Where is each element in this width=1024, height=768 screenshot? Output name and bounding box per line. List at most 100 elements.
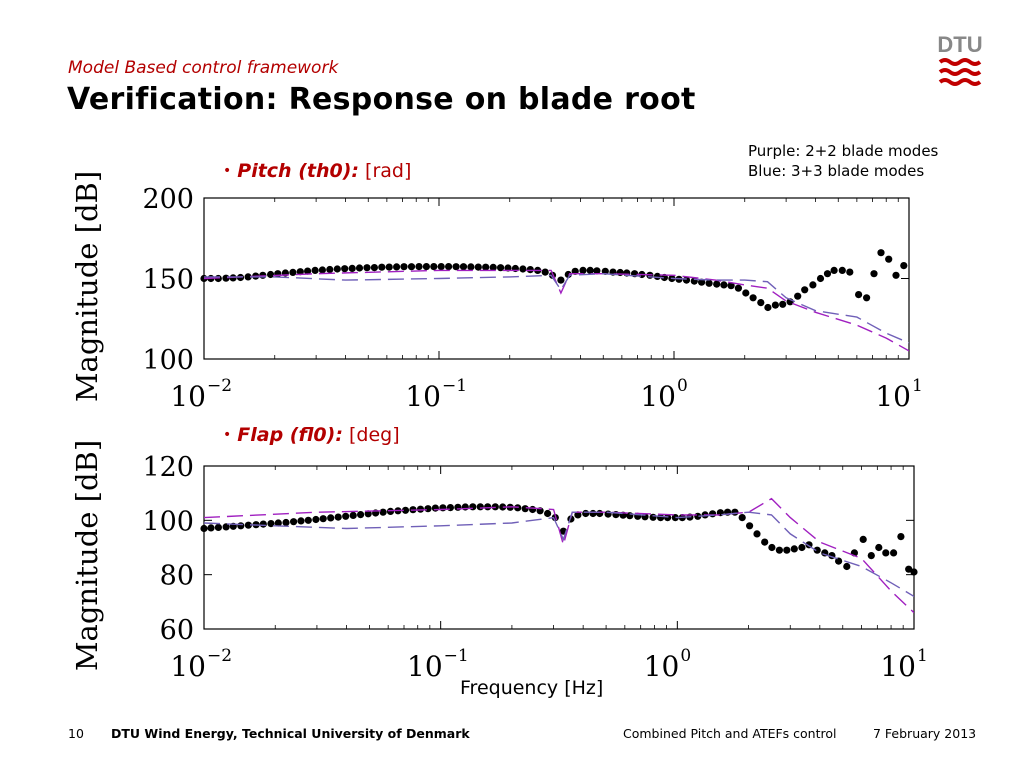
data-point — [334, 513, 342, 521]
data-point — [474, 263, 482, 271]
data-point — [870, 270, 878, 278]
y-tick-label: 100 — [142, 506, 194, 537]
data-point — [290, 518, 298, 526]
data-point — [564, 270, 572, 279]
data-point — [393, 263, 401, 271]
bullet-pitch-name: Pitch (th0): — [237, 160, 359, 182]
data-point — [790, 545, 798, 553]
data-point — [521, 505, 529, 513]
x-tick-exponent: −1 — [444, 646, 469, 666]
data-point — [749, 294, 757, 302]
data-point — [364, 510, 372, 518]
data-point — [835, 557, 843, 565]
x-tick-label: 10 — [170, 650, 206, 683]
bullet-pitch-unit: [rad] — [365, 160, 412, 182]
data-point — [342, 512, 350, 520]
data-point — [267, 270, 275, 279]
data-point — [731, 508, 739, 516]
data-point — [604, 510, 612, 518]
data-point — [400, 263, 408, 271]
bullet-pitch: • Pitch (th0): [rad] — [223, 160, 411, 182]
data-point — [244, 521, 252, 529]
data-point — [497, 264, 505, 272]
data-point — [794, 292, 802, 300]
data-point — [905, 565, 913, 573]
y-axis-label: Magnitude [dB] — [70, 440, 104, 671]
data-point — [589, 509, 597, 518]
series-line-2 — [204, 272, 909, 344]
data-point — [855, 291, 863, 299]
data-point — [541, 268, 549, 276]
data-point — [431, 504, 439, 512]
footer-topic: Combined Pitch and ATEFs control — [623, 726, 837, 741]
data-point — [738, 514, 746, 522]
data-point — [422, 263, 430, 271]
data-point — [768, 543, 776, 552]
data-point — [586, 266, 594, 274]
data-point — [882, 549, 890, 557]
x-axis-label: Frequency [Hz] — [460, 677, 604, 699]
x-tick-exponent: −2 — [207, 376, 232, 396]
data-point — [319, 515, 327, 523]
slide-supertitle: Model Based control framework — [68, 58, 339, 78]
data-point — [416, 505, 425, 513]
series-line-1 — [204, 497, 914, 614]
data-point — [200, 524, 208, 533]
data-point — [415, 263, 423, 271]
data-point — [753, 530, 761, 538]
data-point — [846, 268, 854, 276]
x-tick-label: 10 — [640, 380, 676, 413]
data-point — [304, 267, 312, 275]
data-point — [727, 282, 735, 290]
data-point — [289, 268, 297, 276]
data-point — [259, 520, 267, 528]
data-point — [709, 510, 717, 518]
x-tick-label: 10 — [405, 380, 441, 413]
legend-note: Purple: 2+2 blade modes Blue: 3+3 blade … — [748, 141, 938, 181]
data-point — [900, 262, 908, 270]
data-point — [863, 294, 871, 302]
x-tick-label: 10 — [170, 380, 206, 413]
data-point — [519, 265, 527, 273]
data-point — [798, 543, 806, 552]
data-point — [671, 514, 679, 522]
data-point — [333, 265, 341, 273]
data-point — [341, 265, 349, 273]
data-point — [867, 552, 875, 560]
y-tick-label: 150 — [142, 265, 194, 296]
data-point — [469, 503, 477, 511]
data-point — [526, 266, 534, 274]
data-point — [544, 509, 552, 518]
data-point — [757, 299, 765, 307]
data-point — [801, 286, 809, 294]
data-point — [207, 524, 215, 532]
data-point — [454, 503, 462, 511]
data-point — [482, 263, 490, 271]
data-point — [734, 284, 743, 292]
bullet-flap: • Flap (fl0): [deg] — [223, 424, 400, 446]
data-point — [809, 281, 817, 289]
footer-page-number: 10 — [68, 726, 84, 741]
data-point — [499, 503, 507, 511]
data-point — [357, 510, 365, 519]
data-point — [222, 523, 230, 531]
y-tick-label: 80 — [160, 561, 194, 592]
bullet-flap-name: Flap (fl0): — [237, 424, 343, 446]
data-point — [892, 271, 900, 279]
data-point — [875, 543, 883, 552]
data-point — [890, 549, 898, 557]
data-point — [214, 523, 222, 532]
data-point — [370, 264, 378, 272]
plot-frame — [203, 465, 915, 630]
y-tick-label: 120 — [142, 452, 194, 483]
data-point — [877, 249, 885, 257]
data-point — [657, 514, 665, 522]
data-point — [459, 263, 468, 271]
y-tick-label: 200 — [142, 184, 194, 215]
data-point — [437, 263, 445, 271]
data-point — [764, 303, 772, 312]
data-point — [274, 270, 282, 278]
data-point — [843, 562, 851, 571]
